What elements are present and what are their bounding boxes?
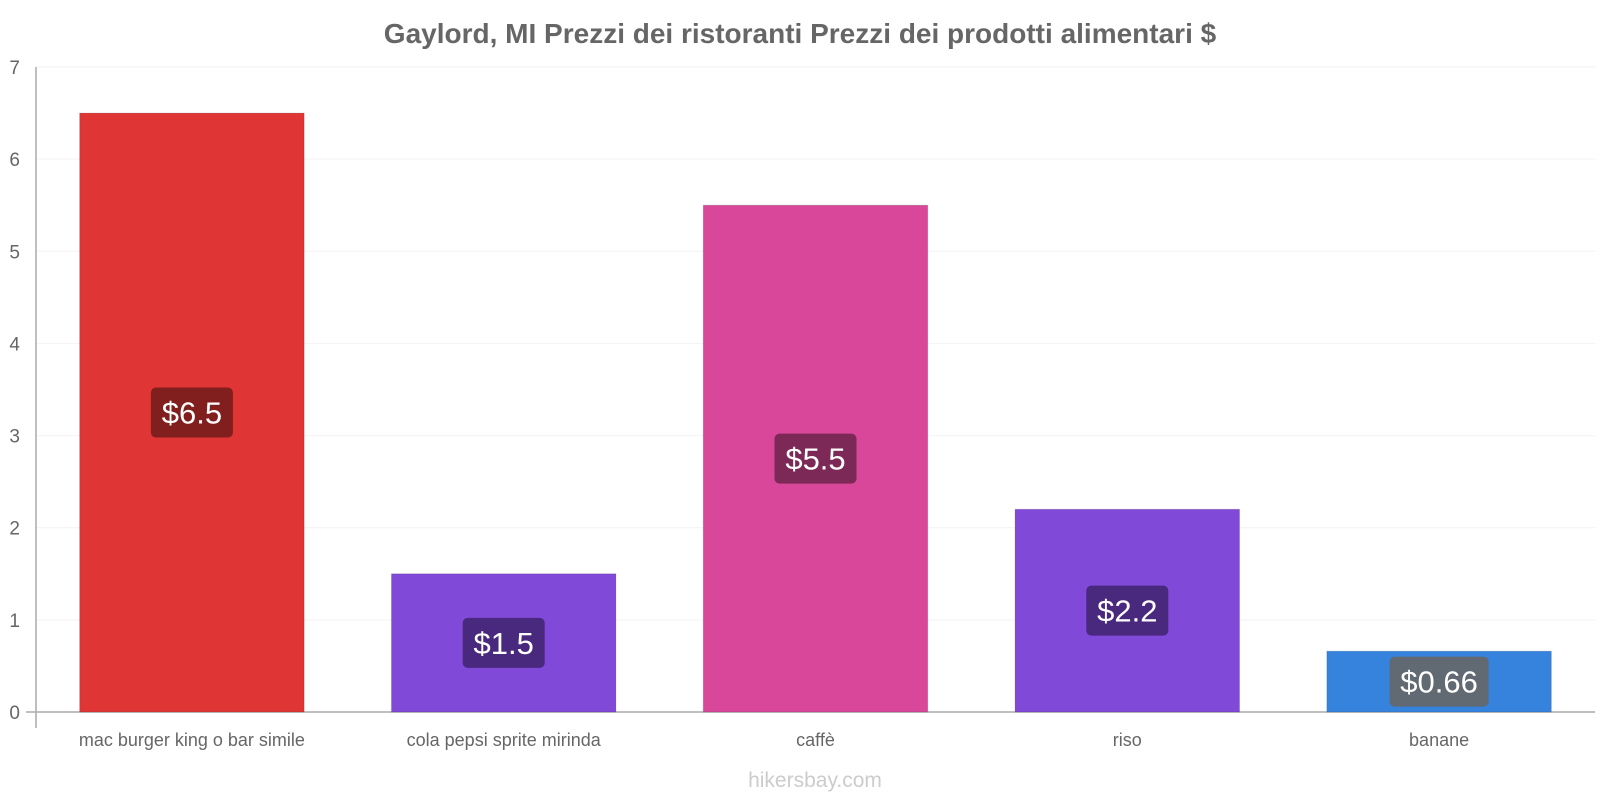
y-tick-label: 4 — [9, 334, 20, 355]
y-tick-label: 2 — [9, 519, 20, 540]
value-label-box — [1086, 585, 1169, 636]
value-label-box — [462, 617, 545, 668]
y-tick-label: 5 — [9, 242, 20, 263]
value-label: $1.5 — [474, 626, 534, 661]
chart-title: Gaylord, MI Prezzi dei ristoranti Prezzi… — [384, 18, 1217, 49]
value-label-box — [150, 387, 233, 438]
value-label: $5.5 — [785, 442, 845, 477]
value-label: $2.2 — [1097, 594, 1157, 629]
value-label: $0.66 — [1400, 665, 1478, 700]
value-label-box — [1389, 656, 1489, 707]
x-tick-label: riso — [1113, 730, 1142, 750]
y-tick-label: 3 — [9, 427, 20, 448]
x-tick-label: cola pepsi sprite mirinda — [407, 730, 602, 750]
y-axis-ticks: 0 1 2 3 4 5 6 7 — [9, 58, 20, 724]
x-tick-label: caffè — [796, 730, 835, 750]
bars — [79, 112, 1552, 713]
value-label: $6.5 — [162, 396, 222, 431]
footer-watermark: hikersbay.com — [748, 769, 882, 792]
bar — [79, 112, 305, 713]
value-label-box — [774, 433, 857, 484]
x-tick-label: banane — [1409, 730, 1469, 750]
y-tick-label: 1 — [9, 611, 20, 632]
x-tick-label: mac burger king o bar simile — [79, 730, 305, 750]
y-tick-label: 0 — [9, 703, 20, 724]
value-labels: $6.5 $1.5 $5.5 $2.2 $0.66 — [150, 387, 1489, 707]
y-tick-label: 6 — [9, 150, 20, 171]
y-tick-label: 7 — [9, 58, 20, 79]
x-axis-labels: mac burger king o bar simile cola pepsi s… — [79, 730, 1469, 750]
